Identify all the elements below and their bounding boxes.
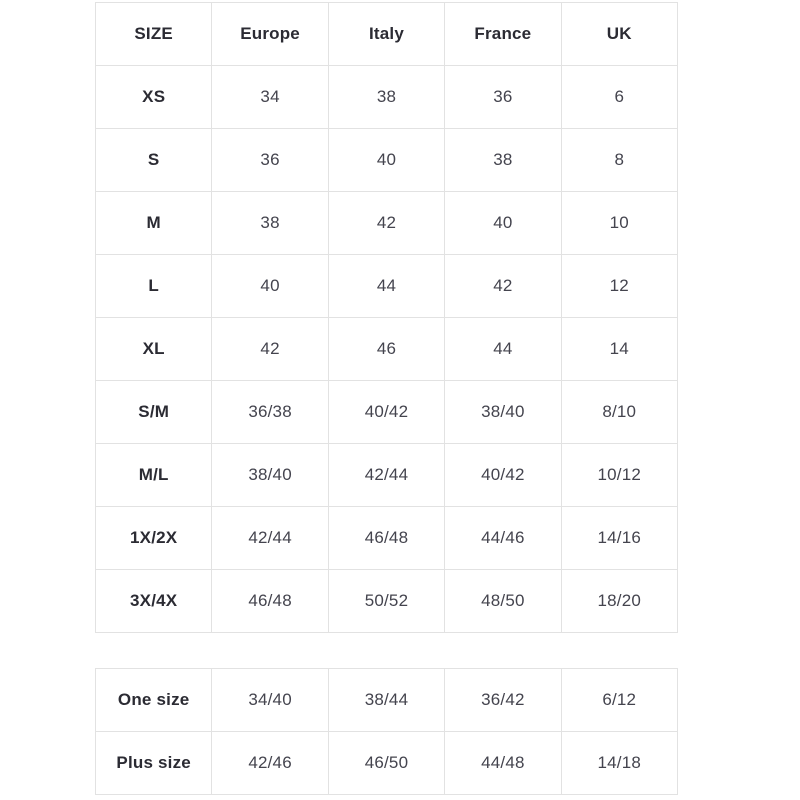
size-value-cell: 6/12 xyxy=(560,668,679,732)
size-value-cell: 12 xyxy=(560,254,679,318)
size-chart-wrapper: SIZE Europe Italy France UK XS 34 38 36 6 S 36 40 38… xyxy=(94,2,679,795)
size-value-cell: 38/40 xyxy=(444,380,562,444)
size-value-cell: 14 xyxy=(560,317,679,381)
size-value-cell: 34/40 xyxy=(211,668,329,732)
size-label-cell: XL xyxy=(94,317,213,381)
size-value-cell: 38/44 xyxy=(327,668,446,732)
size-value-cell: 40 xyxy=(327,128,446,192)
size-value-cell: 34 xyxy=(211,65,329,129)
size-label-cell: Plus size xyxy=(94,731,213,795)
column-header-europe: Europe xyxy=(211,2,329,66)
size-value-cell: 44 xyxy=(327,254,446,318)
table-row: S/M 36/38 40/42 38/40 8/10 xyxy=(94,380,679,444)
size-value-cell: 48/50 xyxy=(444,569,562,633)
size-value-cell: 42/46 xyxy=(211,731,329,795)
table-row: 1X/2X 42/44 46/48 44/46 14/16 xyxy=(94,506,679,570)
size-value-cell: 42/44 xyxy=(327,443,446,507)
size-value-cell: 38 xyxy=(211,191,329,255)
table-row: XS 34 38 36 6 xyxy=(94,65,679,129)
size-value-cell: 42/44 xyxy=(211,506,329,570)
size-value-cell: 38 xyxy=(444,128,562,192)
size-label-cell: S xyxy=(94,128,213,192)
size-value-cell: 42 xyxy=(444,254,562,318)
size-value-cell: 50/52 xyxy=(327,569,446,633)
size-label-cell: One size xyxy=(94,668,213,732)
size-value-cell: 8/10 xyxy=(560,380,679,444)
table-row: 3X/4X 46/48 50/52 48/50 18/20 xyxy=(94,569,679,633)
size-value-cell: 40/42 xyxy=(327,380,446,444)
size-value-cell: 40 xyxy=(444,191,562,255)
column-header-uk: UK xyxy=(560,2,679,66)
table-row: Plus size 42/46 46/50 44/48 14/18 xyxy=(94,731,679,795)
column-header-france: France xyxy=(444,2,562,66)
size-value-cell: 14/16 xyxy=(560,506,679,570)
size-value-cell: 42 xyxy=(327,191,446,255)
table-row: One size 34/40 38/44 36/42 6/12 xyxy=(94,668,679,732)
size-value-cell: 10 xyxy=(560,191,679,255)
size-value-cell: 38/40 xyxy=(211,443,329,507)
size-value-cell: 46 xyxy=(327,317,446,381)
size-value-cell: 40/42 xyxy=(444,443,562,507)
size-value-cell: 42 xyxy=(211,317,329,381)
column-header-size: SIZE xyxy=(94,2,213,66)
size-value-cell: 44/46 xyxy=(444,506,562,570)
table-row: M 38 42 40 10 xyxy=(94,191,679,255)
table-row: M/L 38/40 42/44 40/42 10/12 xyxy=(94,443,679,507)
size-value-cell: 36/42 xyxy=(444,668,562,732)
size-value-cell: 46/48 xyxy=(211,569,329,633)
size-value-cell: 18/20 xyxy=(560,569,679,633)
size-value-cell: 38 xyxy=(327,65,446,129)
size-conversion-table: SIZE Europe Italy France UK XS 34 38 36 6 S 36 40 38… xyxy=(94,2,679,633)
header-row: SIZE Europe Italy France UK xyxy=(94,2,679,66)
size-value-cell: 36 xyxy=(211,128,329,192)
size-value-cell: 46/48 xyxy=(327,506,446,570)
size-value-cell: 36/38 xyxy=(211,380,329,444)
size-value-cell: 46/50 xyxy=(327,731,446,795)
size-label-cell: M/L xyxy=(94,443,213,507)
size-label-cell: L xyxy=(94,254,213,318)
size-label-cell: 3X/4X xyxy=(94,569,213,633)
size-label-cell: XS xyxy=(94,65,213,129)
special-sizes-table: One size 34/40 38/44 36/42 6/12 Plus size 42/4… xyxy=(94,668,679,795)
size-value-cell: 44 xyxy=(444,317,562,381)
size-conversion-table-header: SIZE Europe Italy France UK xyxy=(94,2,679,66)
special-sizes-table-body: One size 34/40 38/44 36/42 6/12 Plus size 42/4… xyxy=(94,668,679,795)
size-label-cell: S/M xyxy=(94,380,213,444)
table-row: L 40 44 42 12 xyxy=(94,254,679,318)
size-value-cell: 8 xyxy=(560,128,679,192)
size-value-cell: 44/48 xyxy=(444,731,562,795)
size-value-cell: 36 xyxy=(444,65,562,129)
table-row: S 36 40 38 8 xyxy=(94,128,679,192)
column-header-italy: Italy xyxy=(327,2,446,66)
size-label-cell: M xyxy=(94,191,213,255)
size-value-cell: 14/18 xyxy=(560,731,679,795)
size-value-cell: 10/12 xyxy=(560,443,679,507)
table-row: XL 42 46 44 14 xyxy=(94,317,679,381)
size-conversion-table-body: XS 34 38 36 6 S 36 40 38 8 M 38 42 40 10 L 40 44 42 12 XL 42 4… xyxy=(94,65,679,633)
size-value-cell: 40 xyxy=(211,254,329,318)
size-value-cell: 6 xyxy=(560,65,679,129)
size-label-cell: 1X/2X xyxy=(94,506,213,570)
